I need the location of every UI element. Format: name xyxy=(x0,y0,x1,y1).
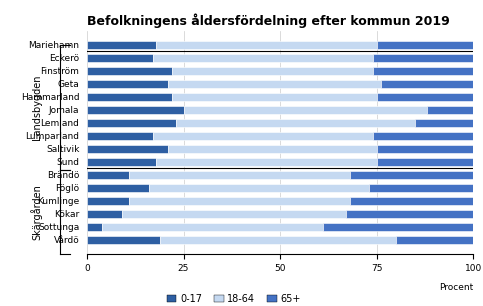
Bar xyxy=(87,67,172,75)
Bar xyxy=(377,41,473,49)
Bar xyxy=(149,184,369,192)
Bar xyxy=(87,197,129,205)
Legend: 0-17, 18-64, 65+: 0-17, 18-64, 65+ xyxy=(163,290,305,306)
Bar xyxy=(369,184,473,192)
Bar xyxy=(87,80,168,88)
Bar xyxy=(350,171,473,179)
Bar xyxy=(87,41,156,49)
Bar xyxy=(373,67,473,75)
Bar xyxy=(172,67,373,75)
Bar xyxy=(87,132,153,140)
Bar xyxy=(156,158,377,166)
Bar xyxy=(373,54,473,62)
Text: Landsbygden: Landsbygden xyxy=(32,75,42,140)
Text: Procent: Procent xyxy=(439,283,473,292)
Bar xyxy=(323,223,473,231)
Bar xyxy=(373,132,473,140)
Bar xyxy=(381,80,473,88)
Bar xyxy=(87,145,168,153)
Bar xyxy=(122,210,346,218)
Bar xyxy=(102,223,323,231)
Bar xyxy=(87,171,129,179)
Bar xyxy=(176,119,415,127)
Bar xyxy=(415,119,473,127)
Bar xyxy=(87,210,122,218)
Bar xyxy=(153,132,373,140)
Bar xyxy=(184,106,427,114)
Bar xyxy=(350,197,473,205)
Bar xyxy=(87,223,102,231)
Text: Befolkningens åldersfördelning efter kommun 2019: Befolkningens åldersfördelning efter kom… xyxy=(87,13,450,28)
Bar xyxy=(377,158,473,166)
Bar xyxy=(427,106,473,114)
Bar xyxy=(168,145,377,153)
Bar xyxy=(87,158,156,166)
Bar xyxy=(87,106,184,114)
Bar xyxy=(396,236,473,244)
Bar xyxy=(156,41,377,49)
Bar xyxy=(377,93,473,101)
Bar xyxy=(87,54,153,62)
Bar xyxy=(87,93,172,101)
Bar xyxy=(168,80,381,88)
Text: Skärgården: Skärgården xyxy=(31,184,43,240)
Bar xyxy=(346,210,473,218)
Bar xyxy=(87,236,160,244)
Bar xyxy=(153,54,373,62)
Bar xyxy=(87,184,149,192)
Bar xyxy=(129,171,350,179)
Bar xyxy=(377,145,473,153)
Bar xyxy=(172,93,377,101)
Bar xyxy=(87,119,176,127)
Bar xyxy=(160,236,396,244)
Bar xyxy=(129,197,350,205)
